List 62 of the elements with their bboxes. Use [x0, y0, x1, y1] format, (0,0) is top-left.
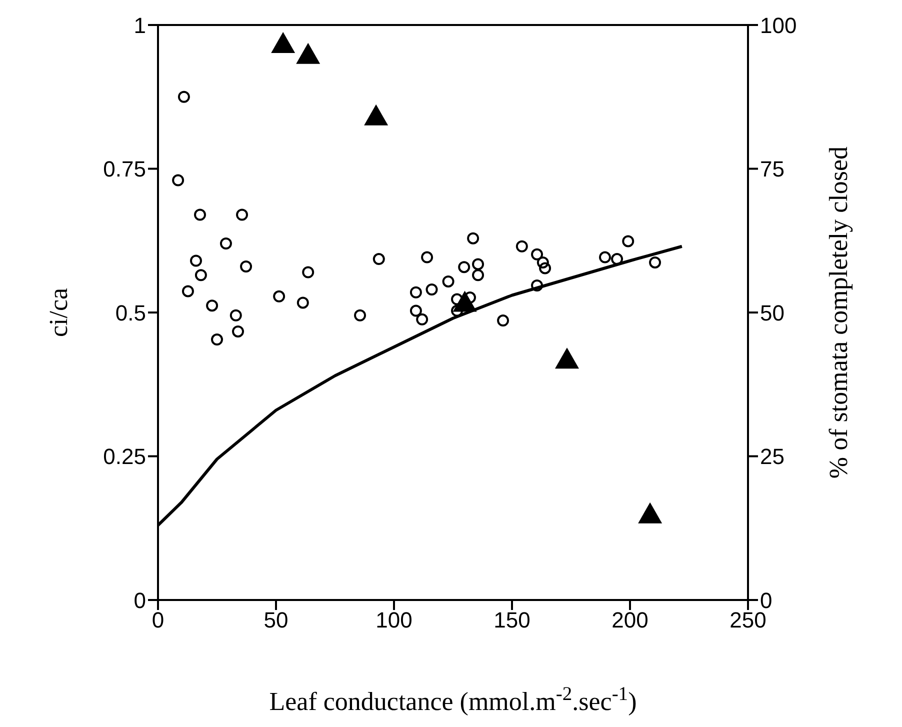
point [240, 260, 252, 272]
y2-tick-label: 100 [760, 12, 797, 38]
point [598, 251, 611, 264]
point [182, 285, 194, 298]
x-tick-label: 200 [612, 608, 648, 633]
point [172, 174, 184, 186]
point [410, 286, 422, 298]
point [206, 300, 218, 312]
point [232, 325, 244, 338]
point [497, 314, 510, 327]
point [622, 235, 634, 248]
point [531, 248, 544, 260]
point [273, 290, 286, 302]
x-tick-label: 100 [376, 608, 412, 633]
point [539, 262, 552, 274]
point [467, 232, 480, 244]
point [611, 253, 624, 266]
point [458, 261, 470, 274]
point [296, 42, 320, 64]
point [472, 269, 484, 282]
x-tick-label: 0 [152, 608, 164, 633]
y-tick-label: 0.25 [103, 444, 146, 470]
point [638, 502, 662, 524]
y-tick-label: 0 [134, 588, 146, 613]
point [416, 313, 428, 326]
y2-tick-label: 50 [760, 300, 784, 326]
point [230, 309, 242, 322]
point [302, 266, 314, 278]
point [472, 258, 484, 270]
point [220, 238, 232, 250]
point [531, 279, 544, 292]
point [271, 32, 296, 53]
y-tick-label: 0.5 [115, 300, 146, 326]
point [194, 269, 207, 282]
point [354, 309, 366, 322]
y-axis-title: ci/ca [44, 288, 74, 338]
point [211, 334, 223, 346]
y2-tick-label: 75 [760, 156, 784, 182]
point [178, 90, 190, 103]
point [190, 254, 202, 267]
point [451, 304, 464, 317]
y2-axis-title: % of stomata completely closed [824, 146, 854, 479]
point [194, 208, 206, 221]
point [554, 348, 579, 369]
point [426, 284, 438, 296]
x-axis-title: Leaf conductance (mmol.m$^{-2}$.sec$^{-1}$) [269, 684, 637, 716]
point [536, 256, 549, 268]
point [442, 275, 454, 288]
x-tick-label: 50 [264, 608, 288, 633]
point [410, 304, 422, 317]
y-tick-label: 0.75 [103, 156, 146, 182]
y2-tick-label: 25 [760, 444, 784, 470]
point [372, 253, 385, 266]
y-tick-label: 1 [134, 12, 146, 38]
point [421, 251, 434, 264]
point [649, 256, 662, 268]
point [451, 293, 464, 306]
point [516, 240, 528, 252]
x-tick-label: 150 [494, 608, 530, 633]
point [364, 104, 388, 126]
point [236, 208, 248, 221]
point [296, 296, 309, 309]
